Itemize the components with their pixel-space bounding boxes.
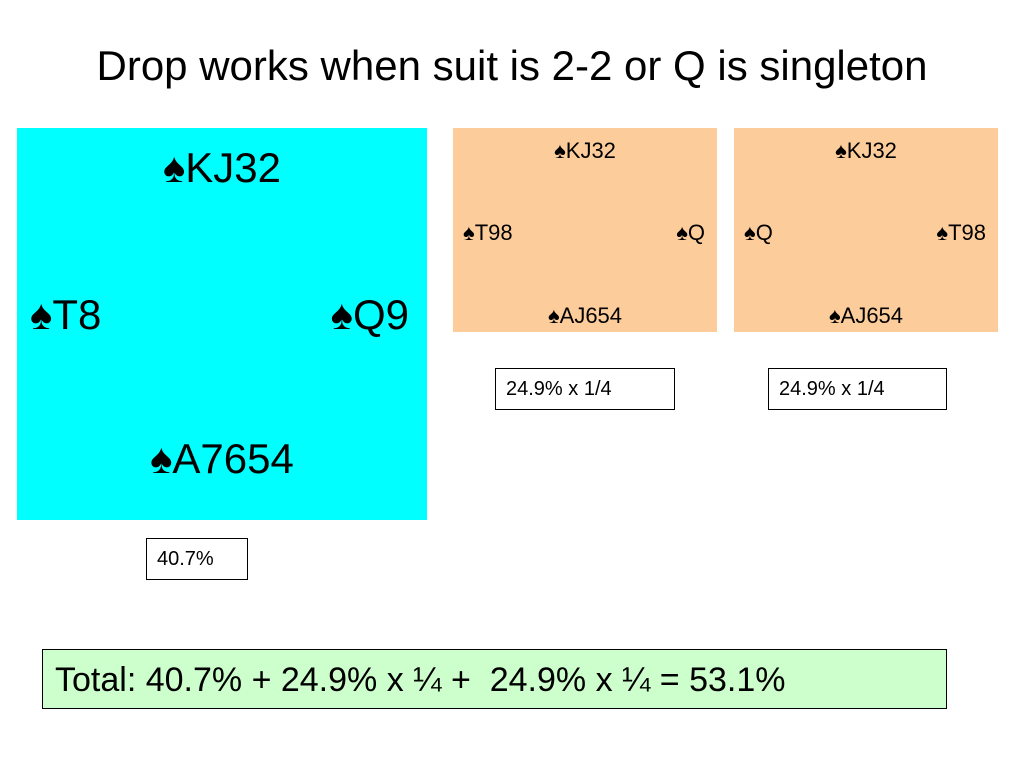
- south-hand: ♠A7654: [17, 435, 427, 483]
- north-hand: ♠KJ32: [734, 138, 998, 164]
- east-hand: ♠Q9: [331, 291, 409, 339]
- deal-singleton-queen-west: ♠KJ32 ♠Q ♠T98 ♠AJ654: [734, 128, 998, 332]
- east-hand: ♠T98: [936, 220, 986, 246]
- north-hand: ♠KJ32: [17, 144, 427, 192]
- west-hand: ♠T98: [463, 220, 513, 246]
- total-probability: Total: 40.7% + 24.9% x ¼ + 24.9% x ¼ = 5…: [42, 649, 947, 709]
- probability-label-queen-west: 24.9% x 1/4: [768, 368, 947, 410]
- east-hand: ♠Q: [676, 220, 705, 246]
- probability-label-2-2: 40.7%: [146, 538, 248, 580]
- north-hand: ♠KJ32: [453, 138, 717, 164]
- west-hand: ♠Q: [744, 220, 773, 246]
- west-hand: ♠T8: [30, 291, 101, 339]
- probability-label-queen-east: 24.9% x 1/4: [495, 368, 675, 410]
- south-hand: ♠AJ654: [453, 303, 717, 329]
- deal-2-2-split: ♠KJ32 ♠T8 ♠Q9 ♠A7654: [17, 128, 427, 520]
- deal-singleton-queen-east: ♠KJ32 ♠T98 ♠Q ♠AJ654: [453, 128, 717, 332]
- slide-title: Drop works when suit is 2-2 or Q is sing…: [0, 40, 1024, 92]
- south-hand: ♠AJ654: [734, 303, 998, 329]
